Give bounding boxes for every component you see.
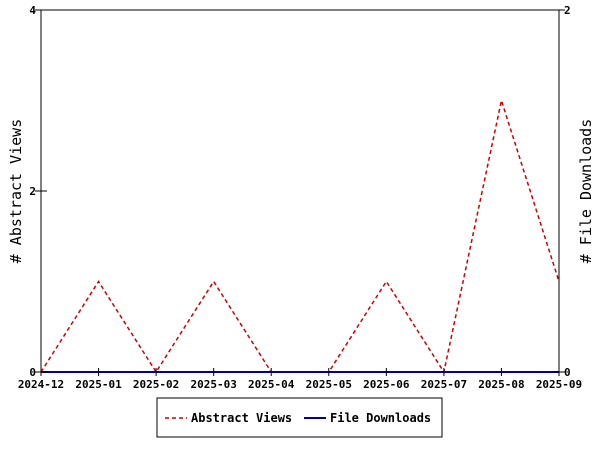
legend: Abstract Views File Downloads xyxy=(156,397,443,438)
x-tick-label: 2025-03 xyxy=(190,378,236,391)
ticks-layer: 2024-12 2025-01 2025-02 2025-03 2025-04 2025-… xyxy=(18,4,582,391)
y-right-tick-label: 2 xyxy=(564,4,571,17)
x-tick-label: 2025-05 xyxy=(306,378,352,391)
y-axis-left-title: # Abstract Views xyxy=(7,119,25,264)
legend-label-file-downloads: File Downloads xyxy=(330,411,431,425)
series-line-abstract-views xyxy=(40,97,560,374)
x-tick-label: 2025-06 xyxy=(363,378,410,391)
x-tick-label: 2025-07 xyxy=(421,378,467,391)
y-left-tick-label: 2 xyxy=(29,185,36,198)
y-right-tick-label: 0 xyxy=(564,366,571,379)
x-tick-label: 2025-08 xyxy=(478,378,524,391)
legend-box xyxy=(156,397,443,438)
y-left-tick-label: 0 xyxy=(29,366,36,379)
y-left-tick-label: 4 xyxy=(29,4,36,17)
y-axis-right-title: # File Downloads xyxy=(577,119,595,264)
axes-layer xyxy=(40,9,560,373)
x-tick-label: 2025-09 xyxy=(536,378,582,391)
x-tick-label: 2024-12 xyxy=(18,378,64,391)
x-tick-label: 2025-01 xyxy=(75,378,122,391)
series-layer xyxy=(40,97,560,374)
x-tick-label: 2025-04 xyxy=(248,378,295,391)
legend-label-abstract-views: Abstract Views xyxy=(191,411,292,425)
x-tick-label: 2025-02 xyxy=(133,378,179,391)
